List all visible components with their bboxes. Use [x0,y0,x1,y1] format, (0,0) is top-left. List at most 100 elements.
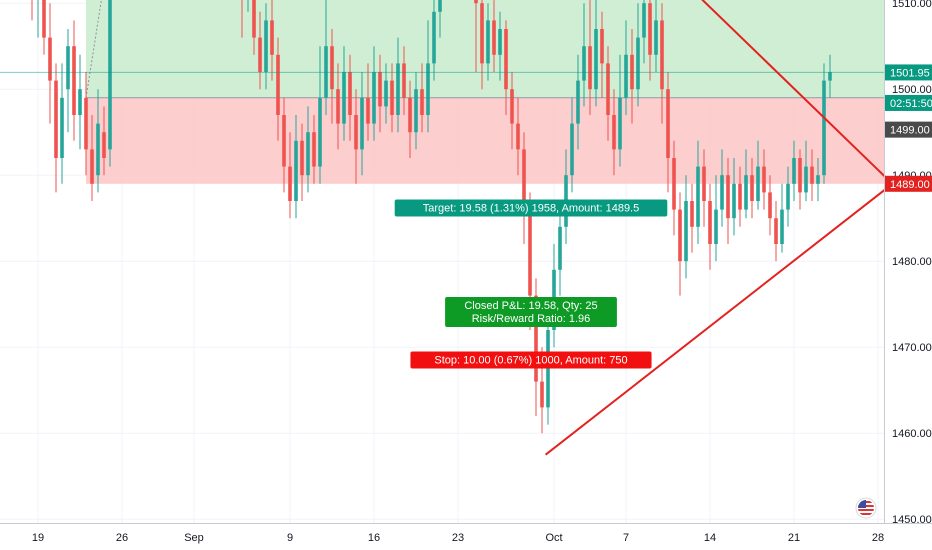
candle-body [42,0,46,38]
candle-body [678,209,682,262]
closed-pnl-label-text: Closed P&L: 19.58, Qty: 25 [464,300,597,312]
time-tick-label: 19 [32,532,44,544]
candle-body [768,192,772,219]
candle-body [510,89,514,124]
candle-body [270,20,274,55]
candle-body [534,295,538,382]
candle-body [276,54,280,115]
candle-body [570,123,574,176]
candle-body [264,20,268,72]
triangle-trendlines[interactable] [462,0,894,456]
stop-label: Stop: 10.00 (0.67%) 1000, Amount: 750 [410,351,652,369]
time-tick-label: 14 [704,532,716,544]
candle-body [486,20,490,64]
candle-body [528,209,532,296]
time-tick-label: 28 [872,532,884,544]
candle-body [618,97,622,150]
loss-zone[interactable] [86,97,884,184]
candle-body [348,72,352,115]
candle-body [726,175,730,219]
candle-body [474,0,478,4]
candle-body [420,89,424,115]
time-tick-label: Sep [184,532,204,544]
candle-body [252,0,256,38]
candle-body [498,29,502,55]
price-tick-label: 1500.00 [892,84,932,96]
time-axis[interactable]: 19 26 Sep 9 16 23 Oct 7 14 21 28 [32,532,884,544]
candle-body [744,175,748,210]
candle-body [66,46,70,90]
candle-body [780,209,784,244]
position-connector [85,0,102,98]
long-position-tool[interactable] [85,0,884,184]
candle-body [366,97,370,124]
stop-label-box [410,351,652,369]
candle-body [582,46,586,81]
candle-body [804,166,808,193]
candle-body [684,201,688,262]
candle-body [660,20,664,90]
candle-body [540,381,544,408]
time-tick-label: 23 [452,532,464,544]
candle-body [594,29,598,90]
candle-body [336,89,340,124]
upper-trendline[interactable] [462,0,894,185]
candle-body [588,46,592,90]
candle-body [426,63,430,115]
lower-trendline[interactable] [544,183,894,456]
price-tag-text: 1499.00 [890,125,930,137]
candle-body [666,89,670,158]
candle-body [816,175,820,184]
candle-body [786,183,790,210]
candle-body [696,166,700,227]
candle-body [606,63,610,115]
price-tag-text: 1501.95 [890,67,930,79]
candle-body [84,97,88,150]
price-tag-bg [885,64,932,81]
candle-body [48,37,52,81]
time-tick-label: Oct [545,532,562,544]
candle-body [750,175,754,201]
candle-body [90,149,94,184]
candle-body [396,63,400,115]
candle-body [738,183,742,210]
candle-body [798,158,802,193]
candle-body [300,140,304,176]
candle-body [576,80,580,124]
candle-body [54,80,58,158]
price-tag-bg [885,94,932,111]
candle-body [384,80,388,107]
candle-body [438,0,442,12]
candle-body [504,29,508,90]
time-tick-label: 16 [368,532,380,544]
closed-pnl-label-box [445,297,617,327]
candle-body [306,132,310,176]
price-tag: 02:51:50 [885,94,932,111]
candle-body [774,218,778,244]
candle-body [480,3,484,64]
candle-body [714,209,718,244]
us-flag-icon[interactable] [855,497,877,519]
candle-body [390,80,394,115]
price-tag: 1499.00 [885,121,932,138]
price-tag: 1489.00 [885,175,932,192]
candle-body [624,54,628,98]
profit-zone[interactable] [86,0,884,98]
candle-body [720,175,724,210]
price-tag-bg [885,175,932,192]
candle-body [60,97,64,158]
candle-body [756,166,760,201]
stop-label-text: Stop: 10.00 (0.67%) 1000, Amount: 750 [434,355,627,367]
candle-body [282,115,286,167]
candle-body [414,89,418,133]
candle-body [762,166,766,193]
candle-body [612,115,616,150]
candle-body [318,97,322,167]
price-tick-label: 1480.00 [892,256,932,268]
price-tag: 1501.95 [885,64,932,81]
candle-body [342,72,346,124]
time-tick-label: 26 [116,532,128,544]
candle-body [600,29,604,64]
